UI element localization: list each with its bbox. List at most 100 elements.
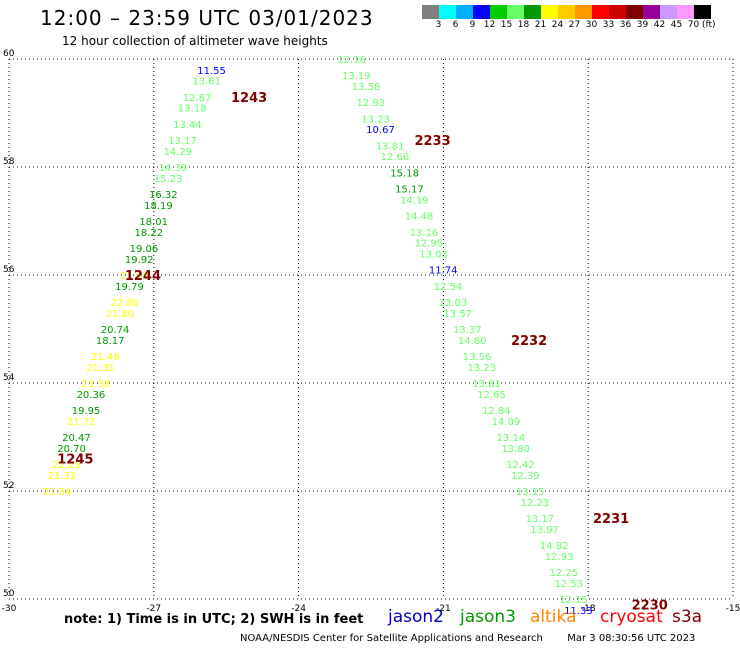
wave-height-label: 13.57 (443, 309, 472, 320)
wave-height-label: 13.81 (376, 141, 405, 152)
legend-swatch (524, 5, 541, 19)
wave-height-label: 15.23 (154, 174, 183, 185)
legend-swatch (626, 5, 643, 19)
wave-height-label: 13.15 (516, 487, 545, 498)
legend-swatch (677, 5, 694, 19)
x-tick-label: -27 (146, 604, 161, 614)
note-text: note: 1) Time is in UTC; 2) SWH is in fe… (64, 612, 364, 627)
wave-height-label: 21.32 (48, 471, 77, 482)
wave-height-label: 13.37 (453, 325, 482, 336)
wave-height-label: 21.80 (106, 309, 135, 320)
legend-unit: (ft) (702, 20, 716, 30)
wave-height-label: 12.93 (357, 98, 386, 109)
wave-height-label: 19.79 (115, 282, 144, 293)
x-tick-label: -18 (581, 604, 596, 614)
legend-label: 24 (551, 20, 564, 30)
wave-height-label: 16.32 (149, 190, 178, 201)
track-id-label: 1245 (57, 453, 93, 468)
legend-label: 30 (585, 20, 598, 30)
legend-label: 6 (452, 20, 459, 30)
wave-height-label: 12.25 (550, 568, 579, 579)
wave-height-label: 12.95 (414, 239, 443, 250)
wave-height-label: 13.61 (192, 77, 221, 88)
wave-height-label: 14.09 (492, 417, 521, 428)
track-id-label: 2233 (414, 134, 450, 149)
wave-height-label: 12.54 (434, 282, 463, 293)
legend-swatch (643, 5, 660, 19)
wave-height-label: 20.47 (62, 433, 91, 444)
y-tick-label: 60 (3, 49, 15, 59)
legend-label: 45 (670, 20, 683, 30)
wave-height-label: 13.81 (472, 379, 501, 390)
legend-swatch (422, 5, 439, 19)
wave-height-label: 15.17 (395, 185, 424, 196)
wave-height-label: 22.29 (52, 460, 81, 471)
wave-height-label: 13.97 (530, 525, 559, 536)
x-tick-label: -30 (2, 604, 17, 614)
wave-height-label: 20.70 (57, 444, 86, 455)
wave-height-label: 14.19 (400, 195, 429, 206)
legend-label: 33 (602, 20, 615, 30)
legend-label: 9 (469, 20, 476, 30)
mission-altika: altika (530, 607, 577, 627)
wave-height-label: 12.42 (506, 460, 535, 471)
y-tick-label: 52 (3, 481, 14, 491)
y-tick-label: 56 (3, 265, 15, 275)
wave-height-label: 12.53 (554, 579, 583, 590)
legend-labels: (ft) 3 6 9 12 15 18 21 24 27 30 33 36 39 42 45 70 (422, 19, 716, 31)
legend-swatch (473, 5, 490, 19)
wave-height-label: 20.74 (101, 325, 130, 336)
legend-label: 42 (653, 20, 666, 30)
y-tick-label: 54 (3, 373, 15, 383)
wave-height-label: 15.18 (390, 168, 419, 179)
wave-height-label: 13.44 (173, 120, 202, 131)
track-id-label: 2232 (511, 334, 547, 349)
x-tick-label: -15 (726, 604, 740, 614)
y-tick-label: 50 (3, 589, 15, 599)
wave-height-label: 13.80 (501, 444, 530, 455)
wave-height-label: 13.17 (168, 136, 197, 147)
y-tick-label: 58 (3, 157, 15, 167)
wave-height-label: 12.15 (559, 595, 588, 606)
chart-title: 12:00 – 23:59 UTC 03/01/2023 (40, 6, 374, 30)
wave-height-label: 21.63 (120, 271, 149, 282)
wave-height-label: 12.65 (477, 390, 506, 401)
legend-swatch (592, 5, 609, 19)
legend-label: 3 (435, 20, 442, 30)
wave-height-label: 21.72 (67, 417, 96, 428)
wave-height-label: 13.14 (496, 433, 525, 444)
wave-height-label: 21.31 (86, 363, 115, 374)
wave-height-label: 13.03 (439, 298, 468, 309)
track-id-label: 2230 (632, 598, 668, 613)
wave-height-label: 13.17 (525, 514, 554, 525)
footer: NOAA/NESDIS Center for Satellite Applica… (240, 633, 695, 644)
wave-height-label: 12.16 (337, 55, 366, 66)
legend-swatch (507, 5, 524, 19)
wave-height-label: 13.58 (352, 82, 381, 93)
wave-height-label: 14.39 (159, 163, 188, 174)
legend-swatch (541, 5, 558, 19)
legend-swatch (490, 5, 507, 19)
wave-height-label: 13.23 (361, 114, 390, 125)
wave-height-label: 10.67 (366, 125, 395, 136)
wave-height-label: 13.16 (410, 228, 439, 239)
wave-height-label: 22.80 (110, 298, 139, 309)
legend-label: 15 (500, 20, 513, 30)
wave-height-label: 12.23 (521, 498, 550, 509)
legend-label: 39 (636, 20, 649, 30)
legend-swatch (456, 5, 473, 19)
legend-label: 36 (619, 20, 632, 30)
legend-label: 27 (568, 20, 581, 30)
legend-swatch (558, 5, 575, 19)
wave-height-label: 20.36 (77, 390, 106, 401)
legend-swatch (609, 5, 626, 19)
wave-height-label: 12.93 (545, 552, 574, 563)
legend-swatches (422, 5, 711, 19)
wave-height-label: 18.19 (144, 201, 173, 212)
x-tick-label: -24 (291, 604, 306, 614)
wave-height-label: 18.22 (134, 228, 163, 239)
wave-height-label: 12.39 (511, 471, 540, 482)
legend-swatch (575, 5, 592, 19)
wave-height-label: 11.55 (197, 66, 226, 77)
